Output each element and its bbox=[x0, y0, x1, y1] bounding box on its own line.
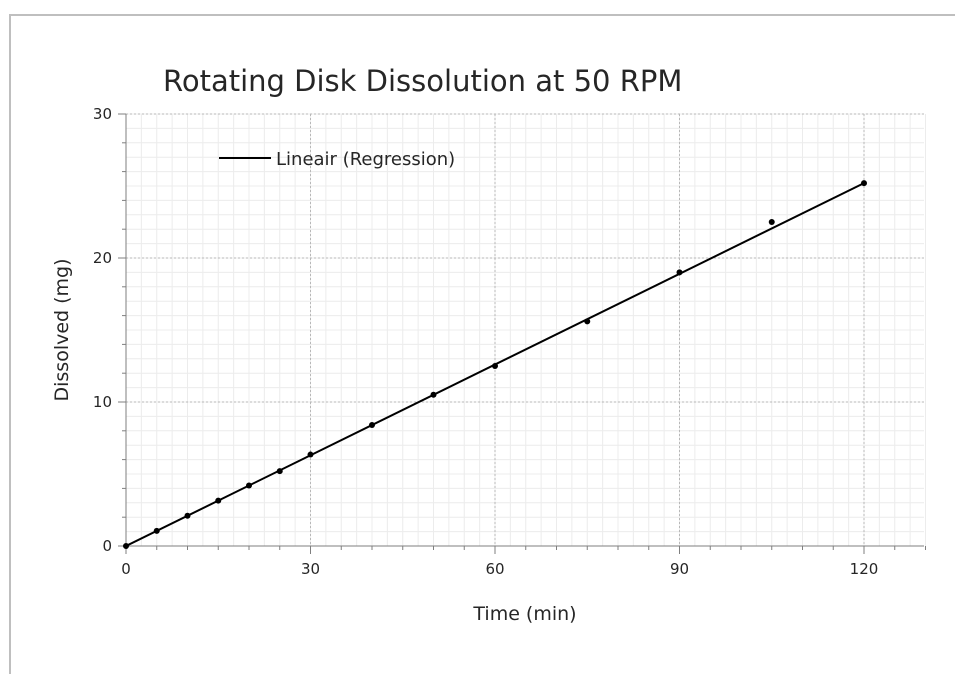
data-point bbox=[184, 512, 191, 519]
data-point bbox=[246, 482, 252, 489]
chart-frame: 0 30 60 90 120 0 10 20 30 Rotating Disk Dissolut… bbox=[9, 14, 955, 674]
data-point bbox=[307, 451, 314, 458]
chart-svg: 0 30 60 90 120 0 10 20 30 Rotating Disk Dissolut… bbox=[51, 64, 926, 625]
data-point bbox=[430, 391, 437, 398]
data-point bbox=[276, 468, 283, 475]
data-point bbox=[768, 219, 775, 225]
y-tick-label: 20 bbox=[93, 249, 112, 267]
data-point bbox=[215, 497, 222, 504]
major-grid bbox=[126, 113, 924, 546]
x-tick-label: 0 bbox=[121, 560, 131, 578]
minor-grid bbox=[125, 113, 926, 547]
data-point bbox=[861, 180, 867, 187]
x-tick-label: 120 bbox=[850, 560, 879, 578]
legend: Lineair (Regression) bbox=[219, 149, 455, 170]
data-point bbox=[369, 422, 375, 429]
y-tick-label: 10 bbox=[93, 393, 112, 411]
y-tick-label: 0 bbox=[102, 537, 112, 555]
points-layer bbox=[123, 180, 867, 549]
axes bbox=[118, 113, 926, 554]
data-point bbox=[153, 527, 160, 534]
legend-label: Lineair (Regression) bbox=[276, 149, 455, 170]
x-tick-label: 30 bbox=[301, 560, 320, 578]
data-point bbox=[492, 363, 498, 369]
data-point bbox=[584, 318, 591, 325]
chart-title: Rotating Disk Dissolution at 50 RPM bbox=[163, 64, 682, 98]
y-axis-title: Dissolved (mg) bbox=[51, 258, 73, 401]
tick-labels: 0 30 60 90 120 0 10 20 30 bbox=[93, 105, 878, 578]
data-point bbox=[123, 543, 129, 549]
data-point bbox=[676, 269, 683, 276]
x-tick-label: 60 bbox=[485, 560, 504, 578]
x-axis-title: Time (min) bbox=[472, 603, 576, 625]
x-tick-label: 90 bbox=[670, 560, 689, 578]
y-tick-label: 30 bbox=[93, 105, 112, 123]
